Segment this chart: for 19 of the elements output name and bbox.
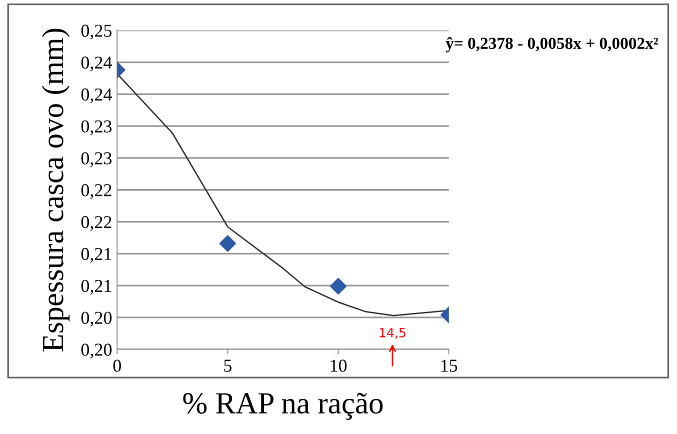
y-tick-label: 0,21 xyxy=(81,248,112,263)
x-tick-label: 5 xyxy=(224,360,232,372)
y-tick-label: 0,23 xyxy=(81,152,112,168)
x-axis-title: % RAP na ração xyxy=(183,392,383,420)
x-tick-label: 15 xyxy=(441,360,458,372)
y-tick-label: 0,22 xyxy=(81,216,112,231)
annotation: ŷ= 0,2378 - 0,0058x + 0,0002x² xyxy=(446,37,658,52)
annotation: 14,5 xyxy=(380,328,406,339)
y-tick-label: 0,24 xyxy=(81,56,112,72)
y-tick-label: 0,23 xyxy=(81,120,112,136)
y-tick-label: 0,25 xyxy=(81,24,112,40)
x-tick-label: 0 xyxy=(113,360,121,372)
y-tick-label: 0,20 xyxy=(81,344,112,358)
y-axis-title: Espessura casca ovo (mm) xyxy=(42,28,70,352)
y-tick-label: 0,22 xyxy=(81,184,112,199)
x-tick-label: 10 xyxy=(330,360,347,372)
y-tick-label: 0,20 xyxy=(81,312,112,327)
y-tick-label: 0,24 xyxy=(81,88,112,104)
y-tick-label: 0,21 xyxy=(81,280,112,295)
